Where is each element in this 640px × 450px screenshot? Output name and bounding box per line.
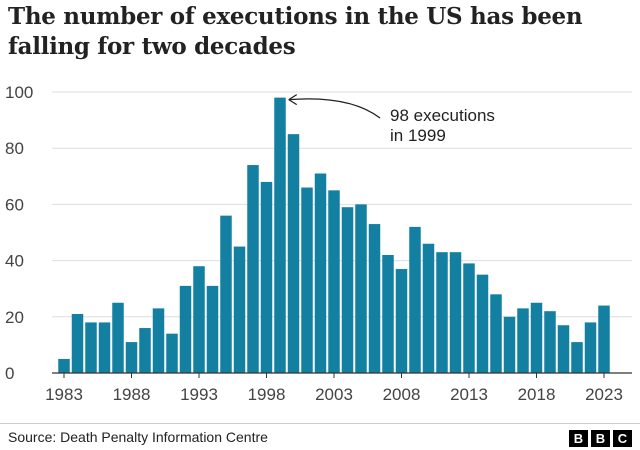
bar-1986 [98, 322, 111, 373]
x-tick-label: 1993 [180, 385, 218, 404]
bar-1984 [71, 313, 84, 373]
y-tick-label: 80 [5, 139, 24, 158]
bar-1985 [85, 322, 97, 373]
annotation-text: in 1999 [390, 126, 446, 145]
bar-1988 [125, 342, 138, 373]
bar-2015 [490, 294, 502, 373]
bar-1993 [193, 266, 205, 373]
bar-1995 [220, 215, 232, 373]
logo-block: B [591, 430, 610, 447]
logo-block: C [613, 430, 632, 447]
bar-2012 [449, 252, 462, 373]
y-tick-label: 60 [5, 195, 24, 214]
x-tick-label: 2003 [315, 385, 353, 404]
x-tick-label: 1998 [248, 385, 286, 404]
bar-2017 [517, 308, 529, 373]
bar-2021 [571, 342, 583, 373]
bar-1994 [206, 285, 219, 373]
bbc-logo: B B C [569, 430, 632, 447]
x-tick-label: 2018 [518, 385, 556, 404]
y-tick-label: 40 [5, 252, 24, 271]
bar-1997 [247, 165, 259, 373]
bar-1983 [58, 358, 70, 373]
y-tick-label: 0 [5, 364, 14, 383]
y-tick-label: 100 [5, 83, 33, 102]
bar-1991 [166, 333, 178, 373]
bar-2003 [328, 190, 340, 373]
chart-title: The number of executions in the US has b… [8, 3, 583, 60]
bar-1989 [139, 328, 151, 373]
bar-2010 [422, 243, 435, 373]
bar-2018 [530, 302, 543, 373]
bar-2006 [368, 224, 381, 373]
source-text: Source: Death Penalty Information Centre [8, 429, 268, 445]
bar-2013 [463, 263, 475, 373]
footer-divider [0, 423, 640, 424]
annotation-arrow [288, 98, 381, 119]
bar-2014 [476, 274, 489, 373]
x-tick-label: 2008 [383, 385, 421, 404]
bar-2008 [395, 269, 408, 373]
bar-2007 [382, 254, 394, 373]
bar-1998 [260, 181, 273, 373]
bar-1999 [274, 97, 286, 374]
x-tick-label: 1988 [113, 385, 151, 404]
bar-chart: 0 20 40 60 80 100 1983 1988 1993 1998 2003 2008 2013… [5, 83, 632, 404]
arrowhead [288, 94, 298, 106]
bar-1996 [233, 246, 246, 373]
bar-2005 [355, 204, 367, 373]
bar-2004 [341, 207, 354, 373]
annotation-text: 98 executions [390, 106, 495, 125]
x-tick-label: 2023 [585, 385, 623, 404]
bar-2019 [544, 311, 556, 373]
bar-1990 [152, 308, 165, 373]
bar-2022 [584, 322, 597, 373]
bar-2002 [314, 173, 327, 373]
x-tick-label: 2013 [450, 385, 488, 404]
bar-1987 [112, 302, 124, 373]
y-tick-label: 20 [5, 308, 24, 327]
logo-block: B [569, 430, 588, 447]
bar-2023 [598, 305, 610, 373]
bar-1992 [179, 285, 192, 373]
bar-2001 [301, 187, 313, 373]
bar-2016 [503, 316, 516, 373]
bar-2011 [436, 252, 448, 373]
bar-2020 [557, 325, 570, 373]
bar-2000 [287, 134, 300, 373]
x-tick-label: 1983 [45, 385, 83, 404]
bar-2009 [409, 226, 421, 373]
